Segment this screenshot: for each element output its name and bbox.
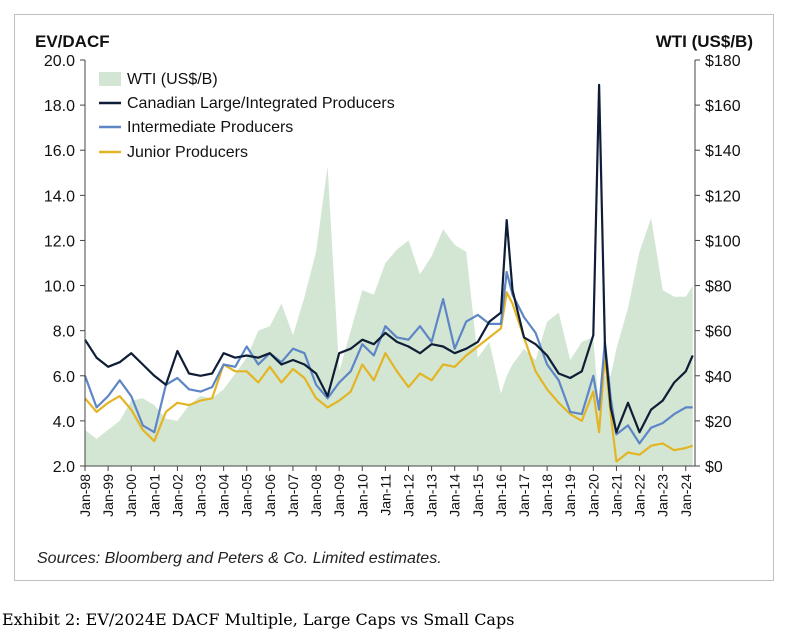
y2tick-label: $100 <box>705 233 741 250</box>
y2tick-label: $40 <box>705 369 732 386</box>
ytick-label: 14.0 <box>44 188 75 205</box>
y2tick-label: $160 <box>705 98 741 115</box>
y2tick-label: $80 <box>705 279 732 296</box>
xtick-label: Jan-08 <box>308 474 324 517</box>
junior-line <box>84 291 694 463</box>
xtick-label: Jan-15 <box>470 474 486 517</box>
left-tick-labels: 2.0 4.0 6.0 8.0 10.0 12.0 14.0 16.0 18.0 20.0 <box>44 53 75 476</box>
intermediate-line <box>83 270 693 445</box>
y2tick-label: $0 <box>705 459 723 476</box>
xtick-label: Jan-11 <box>377 474 393 516</box>
axes-layer <box>80 59 700 471</box>
xtick-label: Jan-06 <box>262 474 278 517</box>
chart-frame: EV/DACF WTI (US$/B) 2.0 4.0 6.0 8.0 10.0 12.0… <box>14 14 774 581</box>
ytick-label: 2.0 <box>53 459 75 476</box>
large-integrated-line <box>84 83 694 434</box>
xtick-label: Jan-14 <box>447 474 463 517</box>
ytick-label: 4.0 <box>53 414 75 431</box>
xtick-label: Jan-09 <box>331 474 347 517</box>
xtick-label: Jan-99 <box>100 474 116 517</box>
xtick-label: Jan-98 <box>77 474 93 517</box>
xtick-label: Jan-01 <box>146 474 162 517</box>
xtick-label: Jan-00 <box>123 474 139 517</box>
series-lines-layer <box>83 83 694 463</box>
xtick-label: Jan-24 <box>678 474 694 517</box>
ytick-label: 12.0 <box>44 233 75 250</box>
xtick-label: Jan-13 <box>424 474 440 517</box>
y2tick-label: $120 <box>705 188 741 205</box>
y2tick-label: $60 <box>705 324 732 341</box>
xtick-label: Jan-23 <box>655 474 671 517</box>
xtick-label: Jan-05 <box>239 474 255 517</box>
ytick-label: 16.0 <box>44 143 75 160</box>
ytick-label: 10.0 <box>44 279 75 296</box>
xtick-label: Jan-16 <box>493 474 509 517</box>
xtick-label: Jan-02 <box>169 474 185 517</box>
wti-area <box>85 166 693 466</box>
y-axis-title: EV/DACF <box>35 32 110 51</box>
y2tick-label: $140 <box>705 143 741 160</box>
right-tick-labels: $0 $20 $40 $60 $80 $100 $120 $140 $160 $180 <box>705 53 741 476</box>
xtick-label: Jan-04 <box>216 474 232 517</box>
ytick-label: 20.0 <box>44 53 75 70</box>
exhibit-caption: Exhibit 2: EV/2024E DACF Multiple, Large… <box>2 610 515 629</box>
xtick-label: Jan-17 <box>516 474 532 517</box>
xtick-label: Jan-20 <box>585 474 601 517</box>
legend-label-junior: Junior Producers <box>127 144 248 161</box>
xtick-label: Jan-07 <box>285 474 301 517</box>
legend: WTI (US$/B) Canadian Large/Integrated Pr… <box>99 71 395 161</box>
y2-axis-title: WTI (US$/B) <box>656 32 753 51</box>
xtick-label: Jan-18 <box>539 474 555 517</box>
y2tick-label: $180 <box>705 53 741 70</box>
xtick-label: Jan-21 <box>608 474 624 517</box>
source-note: Sources: Bloomberg and Peters & Co. Limi… <box>37 550 442 567</box>
ytick-label: 18.0 <box>44 98 75 115</box>
legend-label-large: Canadian Large/Integrated Producers <box>127 95 395 112</box>
xtick-label: Jan-22 <box>632 474 648 517</box>
xtick-label: Jan-12 <box>400 474 416 517</box>
ev-dacf-chart: EV/DACF WTI (US$/B) 2.0 4.0 6.0 8.0 10.0 12.0… <box>35 32 753 567</box>
x-tick-labels: Jan-98 Jan-99 Jan-00 Jan-01 Jan-02 Jan-03 Jan-… <box>77 474 694 517</box>
ytick-label: 6.0 <box>53 369 75 386</box>
wti-area-layer <box>85 166 693 466</box>
y2tick-label: $20 <box>705 414 732 431</box>
xtick-label: Jan-19 <box>562 474 578 517</box>
xtick-label: Jan-10 <box>354 474 370 517</box>
legend-label-intermediate: Intermediate Producers <box>127 119 293 136</box>
legend-label-wti: WTI (US$/B) <box>127 71 218 88</box>
legend-swatch-wti <box>99 72 121 86</box>
ytick-label: 8.0 <box>53 324 75 341</box>
xtick-label: Jan-03 <box>193 474 209 517</box>
